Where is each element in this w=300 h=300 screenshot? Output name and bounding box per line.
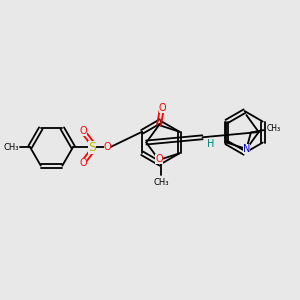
Text: O: O	[79, 158, 87, 168]
Text: CH₃: CH₃	[3, 142, 19, 152]
Text: N: N	[243, 144, 250, 154]
Text: O: O	[79, 126, 87, 136]
Text: CH₃: CH₃	[153, 178, 169, 187]
Text: H: H	[207, 139, 214, 149]
Text: O: O	[104, 142, 111, 152]
Text: O: O	[155, 154, 163, 164]
Text: S: S	[88, 140, 96, 154]
Text: CH₃: CH₃	[266, 124, 280, 133]
Text: O: O	[159, 103, 166, 113]
